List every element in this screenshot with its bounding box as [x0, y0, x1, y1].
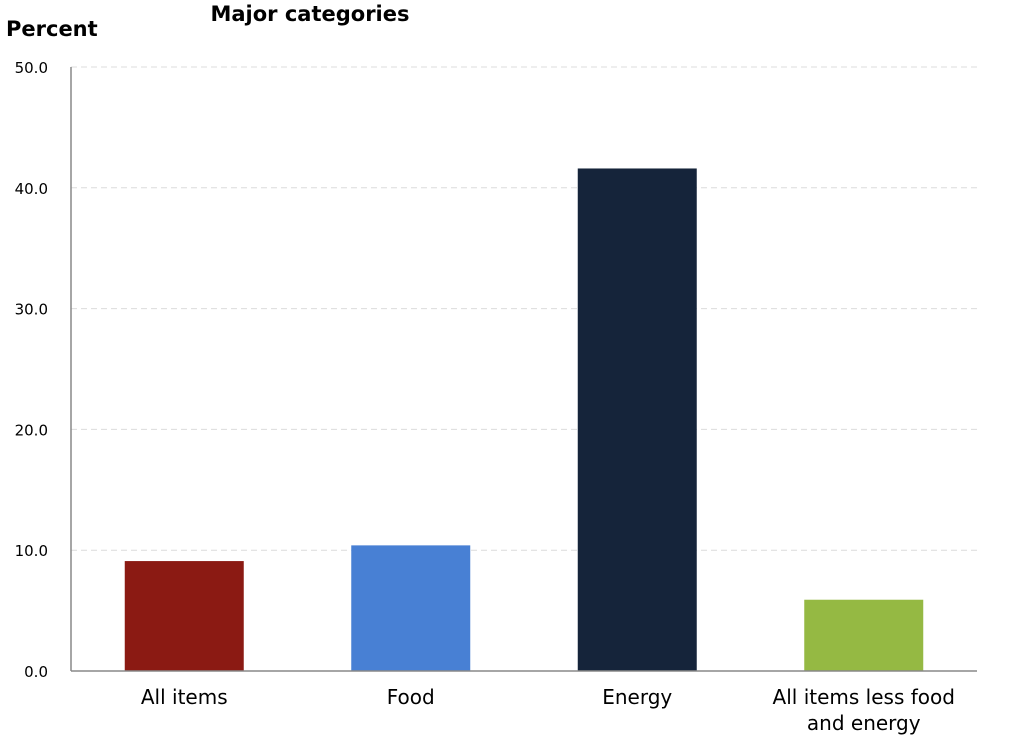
x-tick-label: Energy [602, 685, 672, 709]
bar [124, 561, 244, 671]
chart-title: Major categories [210, 2, 409, 26]
y-tick-label: 10.0 [15, 542, 48, 560]
x-tick-label: All items less food and energy [773, 685, 955, 735]
y-tick-label: 0.0 [24, 663, 48, 681]
y-tick-label: 20.0 [15, 421, 48, 439]
x-tick-label: Food [387, 685, 435, 709]
y-axis-title: Percent [6, 17, 98, 41]
bar [577, 168, 697, 672]
y-tick-label: 40.0 [15, 180, 48, 198]
x-tick-label: All items [141, 685, 228, 709]
y-tick-label: 50.0 [15, 59, 48, 77]
bar [351, 545, 471, 671]
y-tick-label: 30.0 [15, 301, 48, 319]
bar [804, 599, 924, 671]
